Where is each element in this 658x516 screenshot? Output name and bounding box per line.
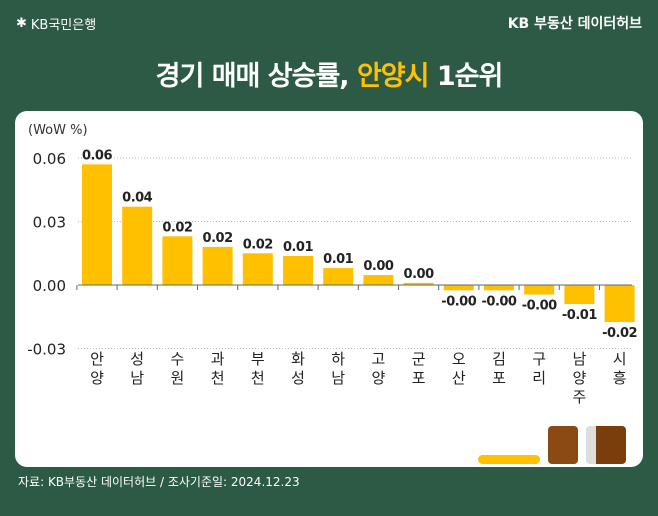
bar-과천 [202, 246, 233, 285]
title-post: 1순위 [428, 61, 503, 92]
data-hub-label: KB 부동산 데이터허브 [507, 16, 642, 32]
bar-부천 [242, 253, 273, 285]
bar-고양 [363, 275, 394, 285]
decor-block [548, 426, 578, 464]
bar-수원 [162, 236, 193, 285]
x-tick-label: 양 [371, 369, 385, 387]
bank-name: KB국민은행 [30, 18, 97, 33]
data-label: -0.00 [441, 294, 476, 309]
x-tick-label: 남 [130, 369, 144, 387]
x-tick-label: 남 [331, 369, 345, 387]
x-tick-label: 안 [90, 350, 104, 368]
bar-화성 [283, 256, 313, 285]
bar-남양주 [564, 285, 595, 305]
data-label: 0.02 [243, 237, 273, 252]
x-tick-label: 성 [130, 350, 144, 368]
x-tick-label: 시 [613, 350, 627, 368]
title-pre: 경기 매매 상승률, [155, 61, 357, 92]
data-label: 0.00 [363, 259, 394, 274]
title-highlight: 안양시 [356, 61, 430, 92]
x-tick-label: 산 [452, 369, 466, 387]
x-tick-label: 양 [572, 369, 586, 387]
x-tick-label: 구 [532, 350, 546, 368]
decor-block [586, 426, 626, 464]
x-tick-label: 리 [532, 369, 546, 387]
data-label: -0.02 [602, 326, 637, 341]
data-label: -0.00 [522, 299, 557, 314]
bar-하남 [323, 268, 354, 285]
x-tick-label: 수 [170, 350, 184, 368]
bar-오산 [443, 285, 474, 291]
x-tick-label: 포 [492, 369, 506, 387]
y-tick-label: -0.03 [27, 341, 66, 359]
data-label: 0.02 [203, 231, 233, 246]
data-label: 0.00 [404, 267, 435, 282]
data-label: 0.02 [162, 220, 192, 235]
kb-bank-logo: ✱ KB국민은행 [16, 14, 96, 33]
source-note: 자료: KB부동산 데이터허브 / 조사기준일: 2024.12.23 [18, 475, 300, 489]
x-tick-label: 천 [211, 369, 225, 387]
x-tick-label: 원 [170, 369, 184, 387]
kb-star-icon: ✱ [16, 16, 27, 31]
x-tick-label: 화 [291, 350, 305, 368]
bar-성남 [122, 206, 153, 285]
x-tick-label: 흥 [613, 369, 627, 387]
x-tick-label: 군 [412, 350, 426, 368]
x-tick-label: 남 [572, 350, 586, 368]
x-tick-label: 천 [251, 369, 265, 387]
x-tick-label: 포 [412, 369, 426, 387]
x-tick-label: 주 [572, 388, 586, 406]
data-label: -0.00 [482, 294, 517, 309]
x-tick-label: 과 [211, 350, 225, 368]
y-unit-label: (WoW %) [28, 123, 88, 138]
bar-구리 [524, 285, 555, 295]
data-label: 0.01 [323, 252, 354, 267]
bar-시흥 [604, 285, 635, 323]
x-tick-label: 김 [492, 350, 506, 368]
bar-김포 [484, 285, 514, 291]
page-title: 경기 매매 상승률, 안양시 1순위 [0, 54, 658, 93]
x-tick-label: 고 [371, 350, 385, 368]
data-label: -0.01 [562, 308, 597, 323]
bar-군포 [403, 282, 434, 285]
x-tick-label: 양 [90, 369, 104, 387]
x-tick-label: 하 [331, 350, 345, 368]
decor-pill [478, 455, 540, 464]
x-tick-label: 오 [452, 350, 466, 368]
y-tick-label: 0.03 [33, 214, 66, 232]
x-tick-label: 성 [291, 369, 305, 387]
data-label: 0.01 [283, 240, 314, 255]
x-tick-label: 부 [251, 350, 265, 368]
data-label: 0.04 [122, 191, 153, 206]
y-tick-label: 0.00 [33, 277, 66, 295]
bar-안양 [82, 164, 112, 285]
y-tick-label: 0.06 [33, 150, 66, 168]
data-label: 0.06 [82, 148, 113, 163]
